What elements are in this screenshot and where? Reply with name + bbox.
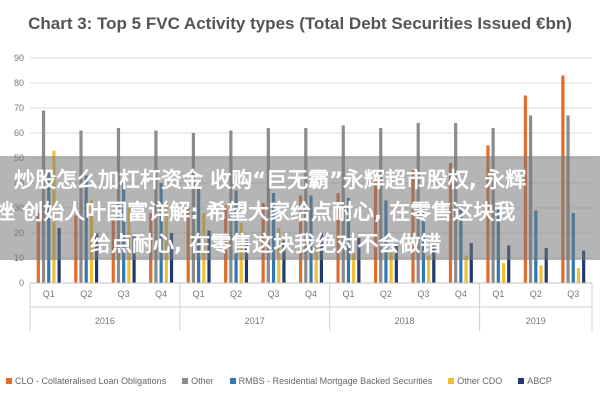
x-tick-label: Q3 xyxy=(268,289,280,299)
legend-swatch xyxy=(6,378,12,384)
x-group-label: 2016 xyxy=(95,316,115,326)
y-tick-label: 70 xyxy=(14,103,24,113)
x-tick-label: Q4 xyxy=(305,289,317,299)
x-tick-label: Q3 xyxy=(567,289,579,299)
bar xyxy=(576,268,581,283)
bar xyxy=(282,240,286,283)
x-tick-label: Q2 xyxy=(80,289,92,299)
bar xyxy=(507,245,511,283)
x-tick-label: Q1 xyxy=(342,289,354,299)
overlay-line-1: 炒股怎么加杠杆资金 收购“巨无霸”永辉超市股权, 永辉 xyxy=(14,168,527,192)
y-tick-label: 80 xyxy=(14,78,24,88)
bar xyxy=(427,255,431,283)
legend-item: Other CDO xyxy=(448,376,502,386)
bar xyxy=(539,265,543,283)
x-tick-label: Q1 xyxy=(193,289,205,299)
legend-item: RMBS - Residential Mortgage Backed Secur… xyxy=(229,376,433,386)
bar xyxy=(352,253,356,283)
x-group-label: 2019 xyxy=(526,316,546,326)
legend-label: RMBS - Residential Mortgage Backed Secur… xyxy=(238,376,433,386)
bar xyxy=(501,263,506,283)
legend-label: ABCP xyxy=(527,376,552,386)
legend-swatch xyxy=(518,378,525,384)
legend-item: ABCP xyxy=(518,376,552,386)
legend-label: CLO - Collateralised Loan Obligations xyxy=(15,376,167,386)
x-tick-label: Q3 xyxy=(118,289,130,299)
legend-item: CLO - Collateralised Loan Obligations xyxy=(6,376,166,386)
x-tick-label: Q2 xyxy=(530,289,542,299)
bar xyxy=(432,245,436,283)
text-overlay-banner: 炒股怎么加杠杆资金 收购“巨无霸”永辉超市股权, 永辉 挫 创始人叶国富详解: … xyxy=(0,156,600,260)
bar xyxy=(357,238,361,283)
x-tick-label: Q2 xyxy=(380,289,392,299)
overlay-line-2: 挫 创始人叶国富详解: 希望大家给点耐心, 在零售这块我 xyxy=(0,200,516,224)
y-tick-label: 90 xyxy=(14,53,24,63)
legend-swatch xyxy=(182,378,189,384)
bar xyxy=(244,238,249,283)
x-tick-label: Q2 xyxy=(230,289,242,299)
bar xyxy=(314,245,318,283)
bar xyxy=(394,243,398,283)
x-group-label: 2017 xyxy=(245,316,265,326)
x-tick-label: Q1 xyxy=(492,289,504,299)
legend-swatch xyxy=(229,378,236,384)
y-tick-label: 0 xyxy=(19,278,24,288)
legend-item: Other xyxy=(182,376,214,386)
x-group-label: 2018 xyxy=(395,316,415,326)
legend-label: Other xyxy=(191,376,214,386)
chart-legend: CLO - Collateralised Loan Obligations Oth… xyxy=(6,376,594,386)
x-tick-label: Q3 xyxy=(417,289,429,299)
bar xyxy=(469,243,473,283)
legend-label: Other CDO xyxy=(457,376,503,386)
y-tick-label: 60 xyxy=(14,128,24,138)
bar xyxy=(389,253,393,283)
x-tick-label: Q4 xyxy=(155,289,167,299)
x-tick-label: Q4 xyxy=(455,289,467,299)
bar xyxy=(544,248,548,283)
chart-title: Chart 3: Top 5 FVC Activity types (Total… xyxy=(28,14,572,33)
legend-swatch xyxy=(448,378,455,384)
bar xyxy=(582,250,586,283)
overlay-line-3: 给点耐心, 在零售这块我绝对不会做错 xyxy=(90,232,442,256)
bar xyxy=(464,255,468,283)
x-tick-label: Q1 xyxy=(43,289,55,299)
